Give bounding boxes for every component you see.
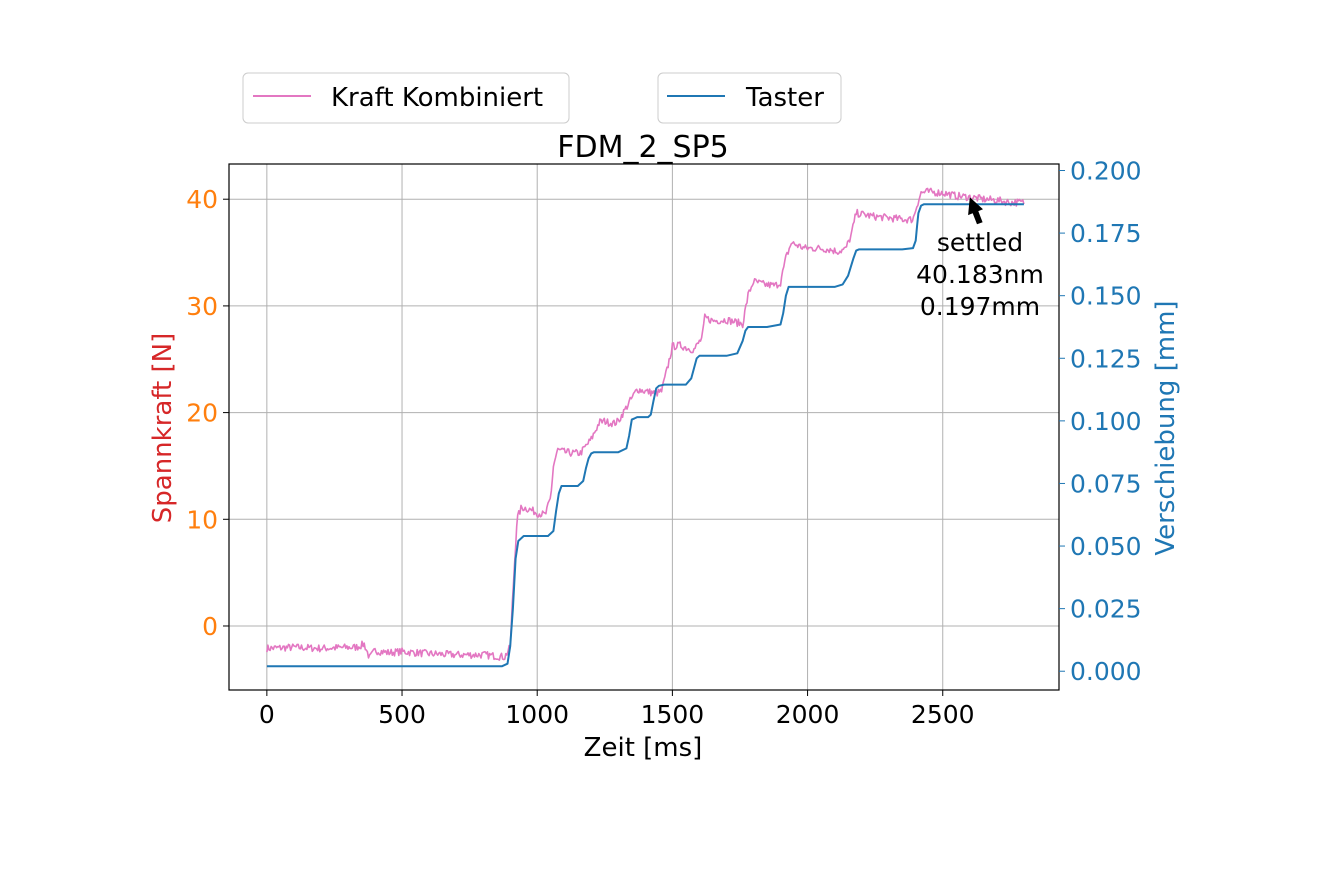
right-tick-label: 0.075 xyxy=(1070,469,1142,498)
x-tick-label: 0 xyxy=(259,700,275,729)
legend-label-force: Kraft Kombiniert xyxy=(331,83,543,113)
right-axis-ticks: 0.000 0.025 0.050 0.075 0.100 0.125 0.150 0.175… xyxy=(1059,157,1142,686)
annotation-line-2: 40.183nm xyxy=(916,260,1044,289)
left-tick-label: 0 xyxy=(202,612,218,641)
left-axis-label: Spannkraft [N] xyxy=(148,333,178,523)
annotation-arrow-icon xyxy=(968,197,983,225)
grid xyxy=(229,164,1059,690)
right-tick-label: 0.175 xyxy=(1070,219,1142,248)
legend-box-displacement xyxy=(657,72,842,124)
x-tick-label: 1000 xyxy=(505,700,569,729)
right-tick-label: 0.025 xyxy=(1070,595,1142,624)
right-tick-label: 0.150 xyxy=(1070,282,1142,311)
annotation-line-3: 0.197mm xyxy=(920,292,1040,321)
x-tick-label: 2500 xyxy=(911,700,975,729)
right-tick-label: 0.050 xyxy=(1070,532,1142,561)
right-tick-label: 0.100 xyxy=(1070,407,1142,436)
left-axis-ticks: 0 10 20 30 40 xyxy=(186,185,229,641)
right-tick-label: 0.200 xyxy=(1070,157,1142,186)
right-axis-label: Verschiebung [mm] xyxy=(1151,300,1181,555)
right-tick-label: 0.000 xyxy=(1070,657,1142,686)
chart-title: FDM_2_SP5 xyxy=(557,130,729,165)
right-tick-label: 0.125 xyxy=(1070,344,1142,373)
x-tick-label: 1500 xyxy=(641,700,705,729)
x-tick-label: 500 xyxy=(378,700,426,729)
plot-series xyxy=(266,187,1025,668)
left-tick-label: 40 xyxy=(186,185,218,214)
x-axis-label: Zeit [ms] xyxy=(584,733,703,763)
series-line-force xyxy=(266,187,1025,661)
legend: Kraft Kombiniert Taster xyxy=(242,72,842,124)
annotation-line-1: settled xyxy=(937,228,1023,257)
x-tick-label: 2000 xyxy=(776,700,840,729)
x-axis-ticks: 0 500 1000 1500 2000 2500 xyxy=(259,690,975,729)
left-tick-label: 20 xyxy=(186,399,218,428)
left-tick-label: 30 xyxy=(186,292,218,321)
plot-frame xyxy=(228,163,1060,691)
series-line-displacement xyxy=(266,203,1024,668)
legend-box-force xyxy=(242,72,570,124)
legend-label-displacement: Taster xyxy=(745,83,824,113)
annotation: settled 40.183nm 0.197mm xyxy=(916,197,1044,321)
left-tick-label: 10 xyxy=(186,505,218,534)
